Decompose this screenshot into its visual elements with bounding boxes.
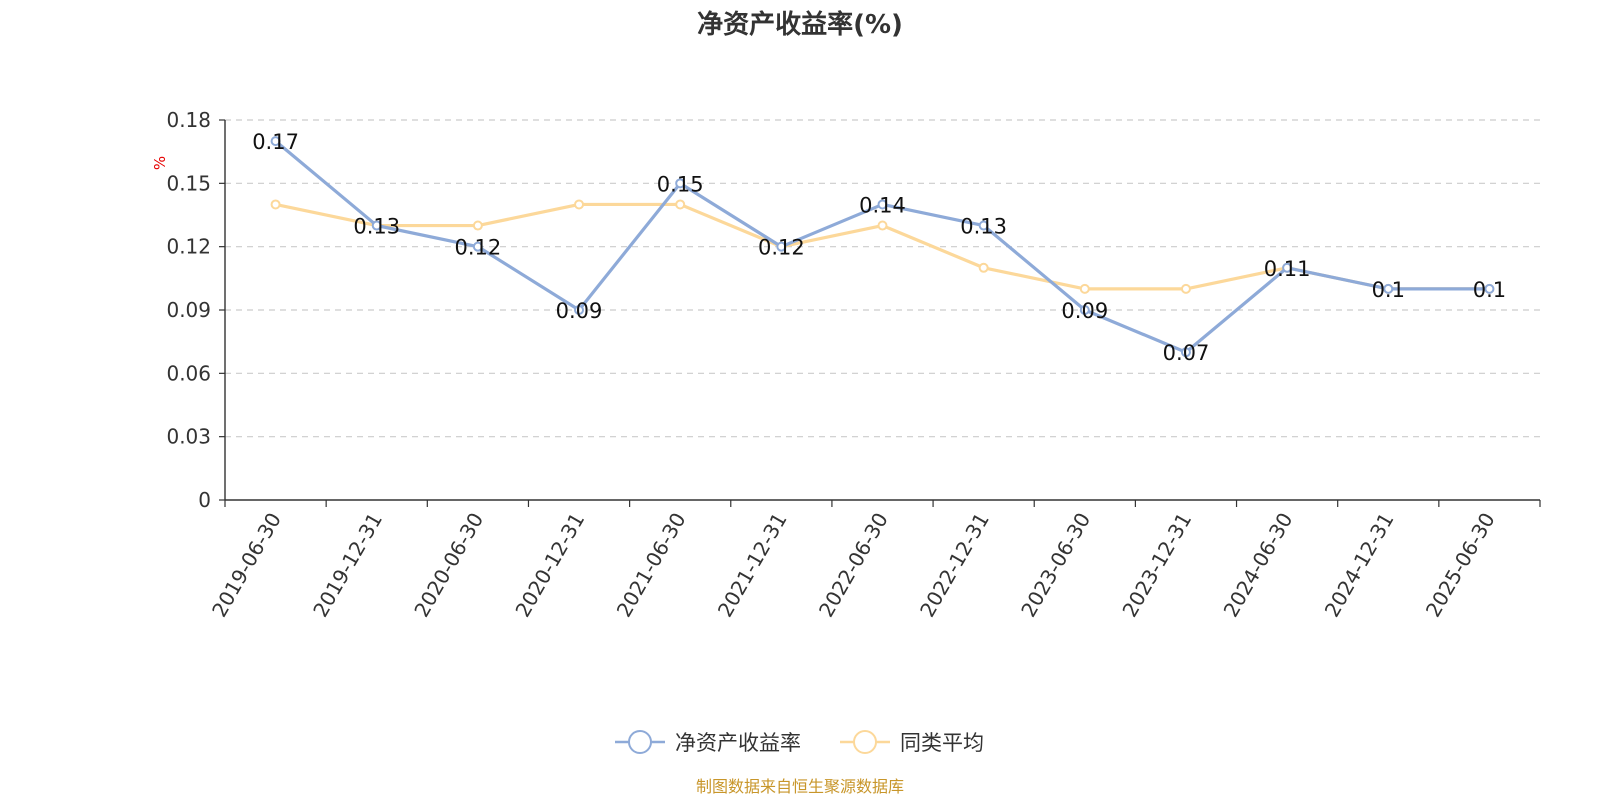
peer-average-point <box>1079 283 1090 294</box>
roe-point <box>1282 262 1293 273</box>
legend-item-peer-average[interactable]: 同类平均 <box>840 730 984 755</box>
peer-average-point <box>675 199 686 210</box>
x-tick-label: 2020-06-30 <box>409 509 488 622</box>
x-tick-label: 2019-12-31 <box>308 509 387 622</box>
data-label: 0.11 <box>1264 257 1311 281</box>
x-tick-label: 2020-12-31 <box>510 509 589 622</box>
x-tick-label: 2023-12-31 <box>1117 509 1196 622</box>
chart-title: 净资产收益率(%) <box>697 9 903 40</box>
legend-circle-icon <box>628 730 652 754</box>
x-tick-label: 2021-12-31 <box>713 509 792 622</box>
y-tick-label: 0 <box>198 488 211 512</box>
y-tick-label: 0.12 <box>166 235 211 259</box>
x-tick-label: 2021-06-30 <box>612 509 691 622</box>
x-tick-label: 2024-12-31 <box>1320 509 1399 622</box>
x-tick-label: 2022-06-30 <box>814 509 893 622</box>
y-tick-label: 0.09 <box>166 298 211 322</box>
peer-average-point <box>978 262 989 273</box>
data-labels: 0.17 0.13 0.12 0.09 0.15 0.12 0.14 0.13 0.09 0.07… <box>252 130 1506 365</box>
data-label: 0.1 <box>1372 278 1405 302</box>
y-tick-label: 0.03 <box>166 425 211 449</box>
data-label: 0.12 <box>455 236 502 260</box>
data-label: 0.09 <box>556 299 603 323</box>
legend-item-roe[interactable]: 净资产收益率 <box>615 730 801 755</box>
roe-point <box>574 305 585 315</box>
x-tick-label: 2024-06-30 <box>1219 509 1298 622</box>
x-tick-label: 2023-06-30 <box>1016 509 1095 622</box>
roe-point <box>371 220 382 231</box>
roe-point <box>776 241 787 252</box>
x-tick-label: 2019-06-30 <box>207 509 286 622</box>
data-label: 0.13 <box>960 215 1007 239</box>
legend-circle-icon <box>853 730 877 754</box>
peer-average-point <box>877 220 888 231</box>
roe-point <box>978 220 989 231</box>
roe-point <box>1180 347 1191 358</box>
y-tick-label: 0.18 <box>166 108 211 132</box>
axes: 0 0.03 0.06 0.09 0.12 0.15 0.18 2019-06-30 2019-… <box>166 108 1541 622</box>
x-tick-label: 2025-06-30 <box>1421 509 1500 622</box>
roe-point <box>270 136 281 147</box>
data-label: 0.12 <box>758 236 805 260</box>
roe-point <box>472 241 483 252</box>
roe-point <box>1079 305 1090 315</box>
y-tick-label: 0.06 <box>166 361 211 385</box>
legend[interactable]: 净资产收益率 同类平均 <box>615 730 984 755</box>
roe-point <box>1484 283 1495 294</box>
peer-average-point <box>1180 283 1191 294</box>
peer-average-point <box>270 199 281 210</box>
data-label: 0.17 <box>252 130 299 154</box>
x-tick-label: 2022-12-31 <box>915 508 994 621</box>
legend-label: 净资产收益率 <box>675 731 801 755</box>
data-label: 0.1 <box>1473 278 1506 302</box>
roe-point <box>877 199 888 210</box>
peer-average-point <box>574 199 585 210</box>
data-label: 0.14 <box>859 193 906 217</box>
data-label: 0.09 <box>1061 299 1108 323</box>
roe-point <box>675 178 686 189</box>
data-label: 0.13 <box>353 215 400 239</box>
y-axis-unit: % <box>151 156 169 170</box>
legend-label: 同类平均 <box>900 731 984 755</box>
peer-average-point <box>472 220 483 231</box>
roe-point <box>1383 283 1394 294</box>
series-lines <box>270 136 1495 358</box>
source-note: 制图数据来自恒生聚源数据库 <box>696 777 904 796</box>
data-label: 0.07 <box>1163 341 1210 365</box>
y-tick-label: 0.15 <box>166 171 211 195</box>
data-label: 0.15 <box>657 172 704 196</box>
